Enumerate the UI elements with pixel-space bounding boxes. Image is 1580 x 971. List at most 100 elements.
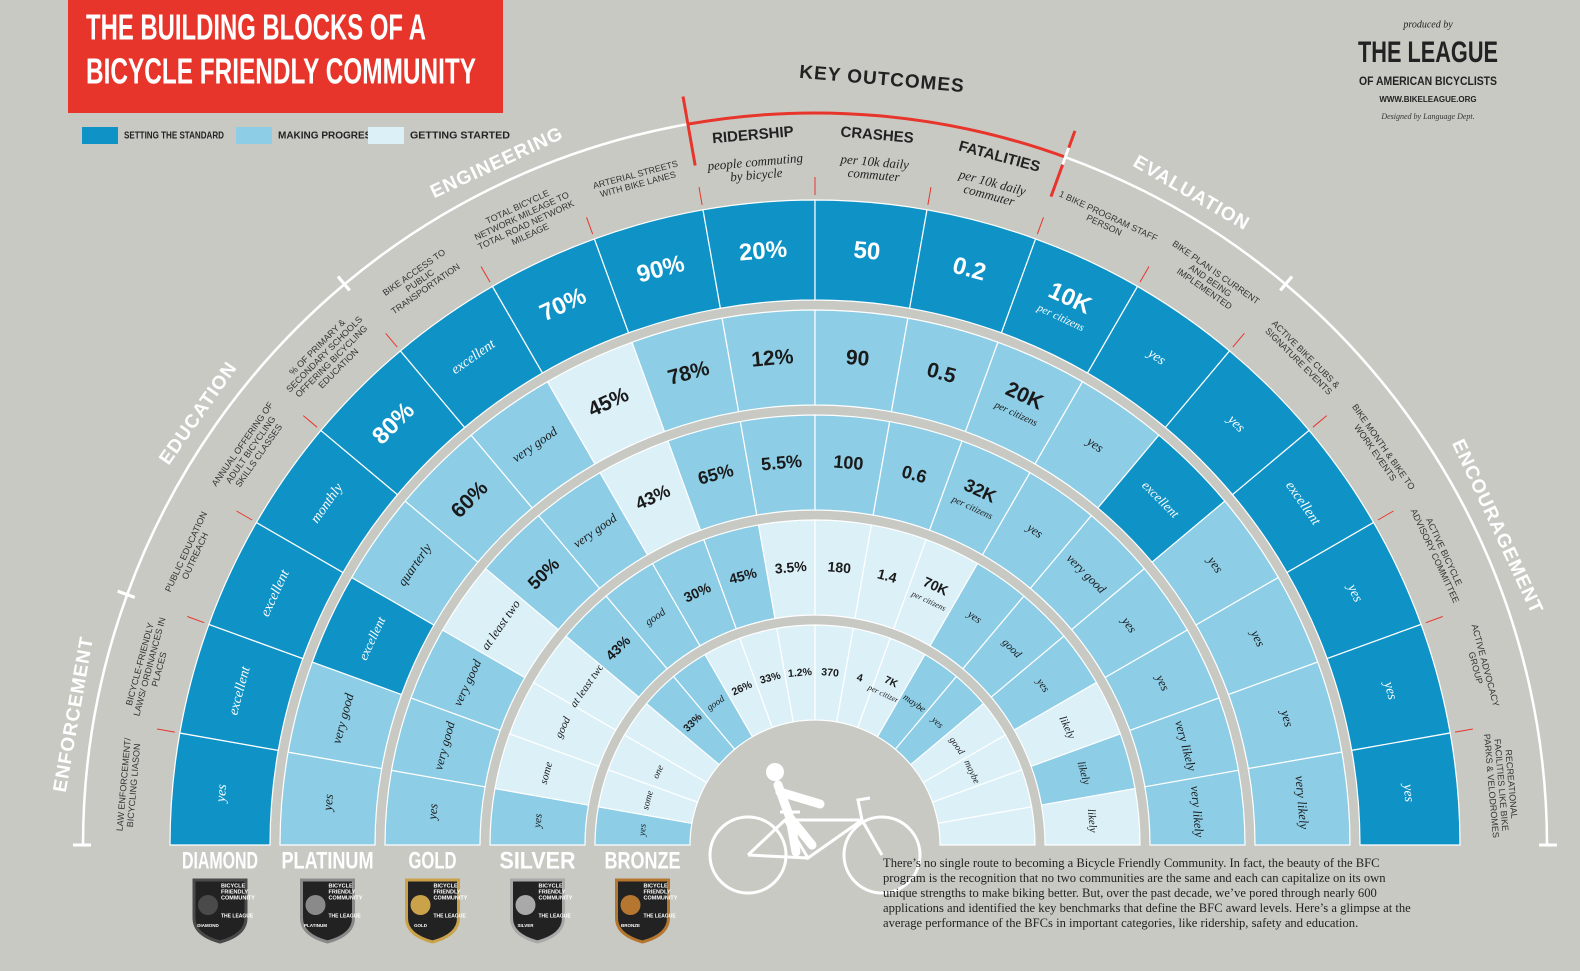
section-arc <box>343 122 689 286</box>
section-tick <box>681 96 697 166</box>
cell-value: 7K <box>882 674 900 691</box>
divider <box>1425 616 1443 624</box>
divider <box>187 616 205 624</box>
section-label: ENCOURAGEMENT <box>1447 436 1546 617</box>
badge-wheel <box>515 895 536 915</box>
cell-value: likely <box>1085 808 1099 833</box>
section-tick <box>1279 275 1294 292</box>
badge-text: COMMUNITY <box>539 895 573 901</box>
title-line: BICYCLE FRIENDLY COMMUNITY <box>86 51 476 92</box>
cell-value: 370 <box>821 666 840 679</box>
badge-level: GOLD <box>414 923 428 928</box>
cell-value: yes <box>425 803 441 822</box>
cell-value: 1.2% <box>788 666 814 680</box>
cell <box>1247 751 1351 846</box>
title-box <box>68 0 503 113</box>
org-name: THE LEAGUE <box>1358 36 1498 69</box>
cell <box>1351 732 1461 846</box>
badge-league: THE LEAGUE <box>644 913 677 919</box>
category-label: BIKE ACCESS TOPUBLICTRANSPORTATION <box>378 245 462 316</box>
badge-text: FRIENDLY <box>221 889 248 895</box>
level-name: SILVER <box>500 847 576 874</box>
legend-swatch <box>236 127 272 144</box>
cell-value: yes <box>319 793 336 813</box>
bicycle-icon <box>708 763 922 895</box>
category-label: ACTIVE BICYCLEADVISORY COMMITTEE <box>1408 503 1470 605</box>
level-name: PLATINUM <box>282 847 374 874</box>
badge-wheel <box>410 895 431 915</box>
badge-text: BICYCLE <box>434 883 458 889</box>
category-label: RECREATIONALFACILITIES LIKE BIKEPARKS & … <box>1482 732 1521 839</box>
badge-level: PLATINUM <box>304 923 327 928</box>
divider <box>1377 510 1394 521</box>
badge-text: FRIENDLY <box>434 889 461 895</box>
badge-text: FRIENDLY <box>329 889 356 895</box>
divider <box>236 510 253 521</box>
badge-level: SILVER <box>518 923 535 928</box>
category-label: LAW ENFORCEMENT/BICYCLING LIASON <box>115 737 143 833</box>
badge-league: THE LEAGUE <box>434 913 467 919</box>
outcome-subtitle: people commutingby bicycle <box>706 150 805 186</box>
badge-text: FRIENDLY <box>644 889 671 895</box>
cell <box>937 806 1036 846</box>
divider <box>927 187 932 205</box>
divider <box>698 187 703 205</box>
cell-value: yes <box>531 813 544 829</box>
cell-value: 180 <box>827 558 852 576</box>
cell-value: yes <box>1380 678 1400 702</box>
badge-text: BICYCLE <box>539 883 563 889</box>
category-label: PUBLIC EDUCATIONOUTREACH <box>163 510 218 598</box>
cell-value: 12% <box>750 345 794 372</box>
cell-value: yes <box>1277 707 1296 729</box>
badge-level: BRONZE <box>621 923 640 928</box>
category-label: ACTIVE BIKE CUBS &SIGNATURE EVENTS <box>1262 319 1341 398</box>
divider <box>157 728 175 733</box>
badge-text: COMMUNITY <box>644 895 678 901</box>
divider <box>1036 217 1044 235</box>
section-arc <box>125 283 346 596</box>
cell-value: yes <box>1247 626 1268 649</box>
cell-value: likely <box>1075 760 1093 786</box>
designer: Designed by Language Dept. <box>1380 112 1474 121</box>
badge-league: THE LEAGUE <box>539 913 572 919</box>
url: WWW.BIKELEAGUE.ORG <box>1379 95 1476 104</box>
badge-text: BICYCLE <box>329 883 353 889</box>
cell-value: 100 <box>833 451 865 474</box>
cell-value: yes <box>1152 671 1172 693</box>
org-name: OF AMERICAN BICYCLISTS <box>1359 74 1497 88</box>
title-line: THE BUILDING BLOCKS OF A <box>86 7 426 48</box>
cell-value: some <box>641 790 656 811</box>
cell-value: 3.5% <box>774 558 808 577</box>
produced-by: produced by <box>1402 19 1453 30</box>
section-arc <box>687 111 1066 159</box>
category-label: BICYCLE-FRIENDLYLAWS/ ORDINANCES INPLACE… <box>122 614 177 720</box>
badge-level: DIAMOND <box>197 923 219 928</box>
divider <box>586 217 594 235</box>
divider <box>302 415 318 428</box>
category-label: 1 BIKE PROGRAM STAFFPERSON <box>1053 189 1159 253</box>
badge-text: COMMUNITY <box>221 895 255 901</box>
badge-wheel <box>620 895 641 915</box>
badge-wheel <box>198 895 218 915</box>
outcome-title: RIDERSHIP <box>711 123 794 147</box>
cell-value: 50 <box>852 237 881 266</box>
section-arc <box>81 594 129 846</box>
legend-label: MAKING PROGRESS <box>278 131 378 142</box>
section-arc <box>1064 155 1287 286</box>
section-label: ENFORCEMENT <box>50 635 98 794</box>
category-label: BIKE MONTH & BIKE TOWORK EVENTS <box>1342 402 1417 497</box>
cell-value: 33% <box>759 669 783 686</box>
divider <box>1455 728 1473 733</box>
legend-label: GETTING STARTED <box>410 131 510 142</box>
cell-value: 1.4 <box>876 565 899 586</box>
legend-swatch <box>368 127 404 144</box>
divider <box>1139 266 1150 283</box>
legend-label: SETTING THE STANDARD <box>124 131 224 142</box>
divider <box>480 266 491 283</box>
cell-value: 20% <box>738 236 788 267</box>
cell-value: 4 <box>855 672 864 685</box>
cell-value: very likely <box>1292 775 1312 830</box>
cell <box>1144 769 1246 846</box>
